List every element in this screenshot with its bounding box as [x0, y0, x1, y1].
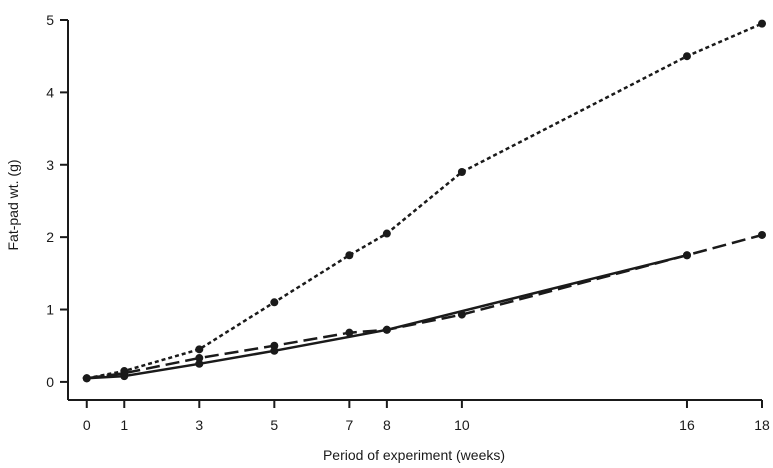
y-tick-label-1: 1: [46, 302, 54, 318]
x-tick-label-16: 16: [679, 417, 695, 433]
series-0-point-8: [758, 19, 766, 28]
y-tick-label-0: 0: [46, 374, 54, 390]
series-0-point-4: [345, 251, 354, 260]
series-1-point-8: [758, 230, 766, 239]
x-axis-label: Period of experiment (weeks): [323, 447, 505, 463]
x-tick-label-10: 10: [454, 417, 470, 433]
y-tick-label-2: 2: [46, 229, 54, 245]
x-tick-label-7: 7: [345, 417, 353, 433]
series-2-point-5: [682, 251, 691, 260]
series-2-point-3: [270, 346, 279, 355]
plot-area: 0 1 2 3 4 5 0 1 3 5 7 8 10 16 18: [46, 12, 770, 433]
x-tick-label-0: 0: [83, 417, 91, 433]
series-2-point-4: [382, 325, 391, 334]
x-tick-label-18: 18: [754, 417, 770, 433]
x-tick-label-5: 5: [270, 417, 278, 433]
series-0-point-2: [195, 345, 204, 354]
series-2-point-2: [195, 359, 204, 368]
y-tick-label-4: 4: [46, 84, 54, 100]
series-2-solid-line: [86, 253, 688, 380]
series-1-dashed-line: [86, 233, 763, 380]
x-tick-label-1: 1: [120, 417, 128, 433]
series-0-point-6: [457, 168, 466, 176]
series-2-point-1: [120, 372, 129, 381]
series-0-dotted-line: [86, 22, 763, 380]
y-tick-label-5: 5: [46, 12, 54, 28]
series-2-point-0: [82, 374, 91, 383]
y-tick-label-3: 3: [46, 157, 54, 173]
series-0-point-7: [682, 52, 691, 61]
y-axis-label: Fat-pad wt. (g): [5, 159, 21, 250]
series-1-point-2: [195, 354, 204, 363]
series-1-point-4: [345, 328, 354, 337]
x-tick-label-8: 8: [383, 417, 391, 433]
series-0-point-3: [270, 298, 279, 307]
x-tick-label-3: 3: [195, 417, 203, 433]
series-0-point-5: [382, 229, 391, 238]
